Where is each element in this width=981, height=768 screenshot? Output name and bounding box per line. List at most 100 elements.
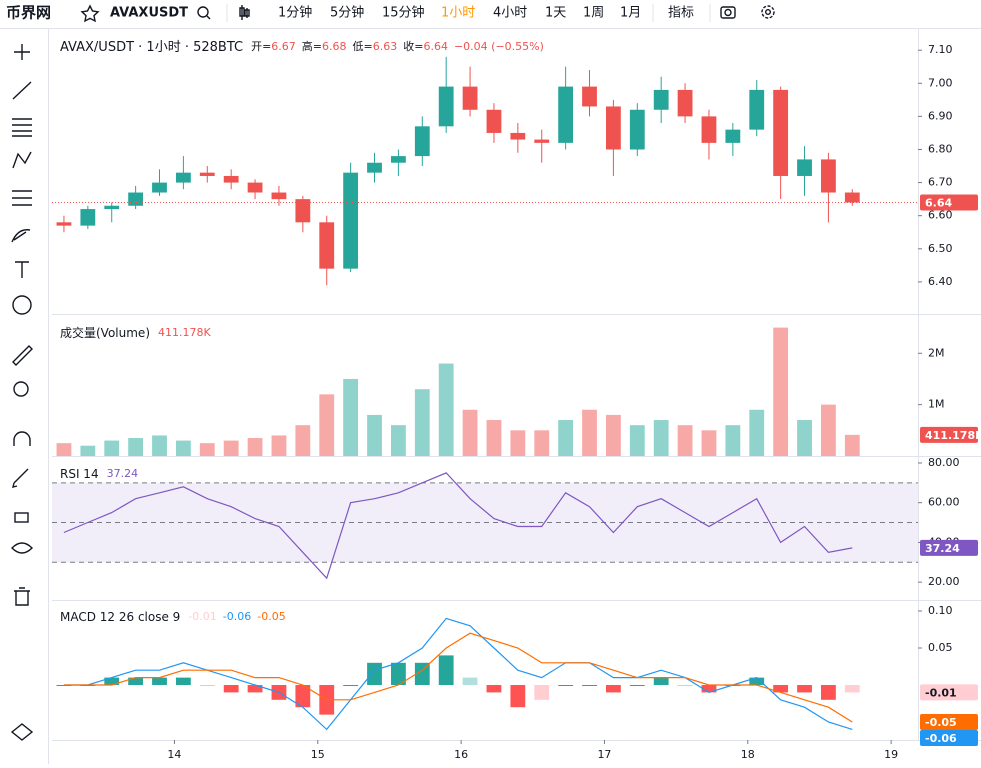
symbol[interactable]: AVAXUSDT [110,6,188,21]
zoom-tool[interactable] [13,381,29,397]
candle-body [677,89,693,117]
value-tag [920,194,978,211]
indicators-button[interactable]: 指标 [668,6,694,21]
favorite-icon[interactable] [80,4,100,23]
macd-histogram-bar [390,662,406,686]
macd-value: -0.05 [257,610,285,623]
candle-body [367,162,382,173]
volume-bar [486,420,502,456]
candle-body [438,86,454,127]
volume-bar [343,378,359,456]
macd-histogram-bar [821,685,836,700]
crosshair-tool[interactable] [14,44,30,60]
trendline-tool[interactable] [12,81,32,100]
volume-title: 成交量(Volume) [60,325,150,340]
delete-tool[interactable] [14,587,30,606]
ruler-tool[interactable] [12,345,33,366]
candle-body [653,89,669,110]
x-tick-label: 15 [311,748,325,761]
interval-button[interactable]: 1月 [620,6,641,21]
x-tick-label: 16 [454,748,468,761]
ohlc-name: 低= [353,40,373,53]
y-tick-label: 60.00 [928,496,960,509]
macd-histogram-bar [534,685,550,700]
volume-bar [797,420,812,456]
rsi-title: RSI 14 [60,467,99,481]
volume-bar [56,443,72,456]
volume-bar [462,409,478,456]
y-tick-label: 6.50 [928,242,953,255]
volume-bar [749,409,765,456]
macd-histogram-bar [701,685,717,693]
candle-body [534,139,550,143]
logo[interactable]: 币界网 [6,4,51,22]
volume-bar [128,438,144,456]
object-tree-tool[interactable] [10,723,34,741]
text-tool[interactable] [15,261,29,278]
interval-button[interactable]: 1天 [545,6,566,21]
settings-icon[interactable] [761,5,775,19]
ohlc-name: 开= [251,40,271,53]
y-tick-label: 7.00 [928,76,953,89]
volume-bar [558,420,574,456]
emoji-tool[interactable] [12,295,32,315]
pattern-tool[interactable] [12,151,32,169]
brush-tool[interactable] [11,229,31,243]
value-tag-label: -0.05 [925,716,957,729]
y-tick-label: 0.05 [928,641,953,654]
value-tag [920,730,978,746]
projection-tool[interactable] [12,190,32,206]
interval-button[interactable]: 15分钟 [382,5,425,21]
interval-button[interactable]: 5分钟 [330,5,364,21]
candle-body [199,172,215,176]
y-tick-label: 6.90 [928,109,953,122]
macd-histogram-bar [104,677,120,686]
candle-body [462,86,478,110]
candle-body [247,182,263,193]
ohlc-value: 6.67 [271,40,296,53]
macd-histogram-bar [414,662,430,686]
interval-button[interactable]: 1分钟 [278,5,312,21]
volume-bar [175,440,191,456]
macd-histogram-bar [367,662,382,686]
magnet-tool[interactable] [13,431,31,446]
lock-drawing-tool[interactable] [12,468,29,488]
lock-tool[interactable] [14,512,29,523]
candle-body [821,159,836,193]
settings-icon [765,8,772,15]
volume-bar [821,404,836,456]
candle-body [797,159,812,176]
value-tag-label: 411.178K [925,429,981,442]
rsi-line [63,472,853,580]
y-tick-label: 1M [928,398,945,411]
macd-histogram-bar [486,685,502,693]
interval-button[interactable]: 1周 [583,6,604,21]
macd-histogram-bar [438,655,454,686]
candle-body [486,109,502,133]
candle-body [104,205,120,210]
candle-body [80,209,96,226]
camera-icon[interactable] [720,6,736,19]
interval-button[interactable]: 4小时 [493,6,527,21]
chart-type-icon[interactable] [239,5,250,20]
macd-histogram-bar [247,685,263,693]
visibility-tool[interactable] [11,542,33,554]
candle-body [773,89,789,176]
fib-tool[interactable] [12,118,32,137]
macd-histogram-bar [223,685,239,693]
drawing-tools [10,44,34,741]
search-icon[interactable] [197,6,209,18]
macd-histogram-bar [773,685,789,693]
candle-body [606,106,621,150]
volume-bar [438,363,454,456]
macd-histogram-bar [582,685,597,687]
macd-histogram-bar [653,677,669,686]
candle-body [629,109,645,150]
value-tag-label: -0.01 [925,686,957,699]
y-tick-label: 6.60 [928,209,953,222]
volume-bar [367,414,382,456]
x-tick-label: 18 [741,748,755,761]
interval-button[interactable]: 1小时 [441,6,475,21]
